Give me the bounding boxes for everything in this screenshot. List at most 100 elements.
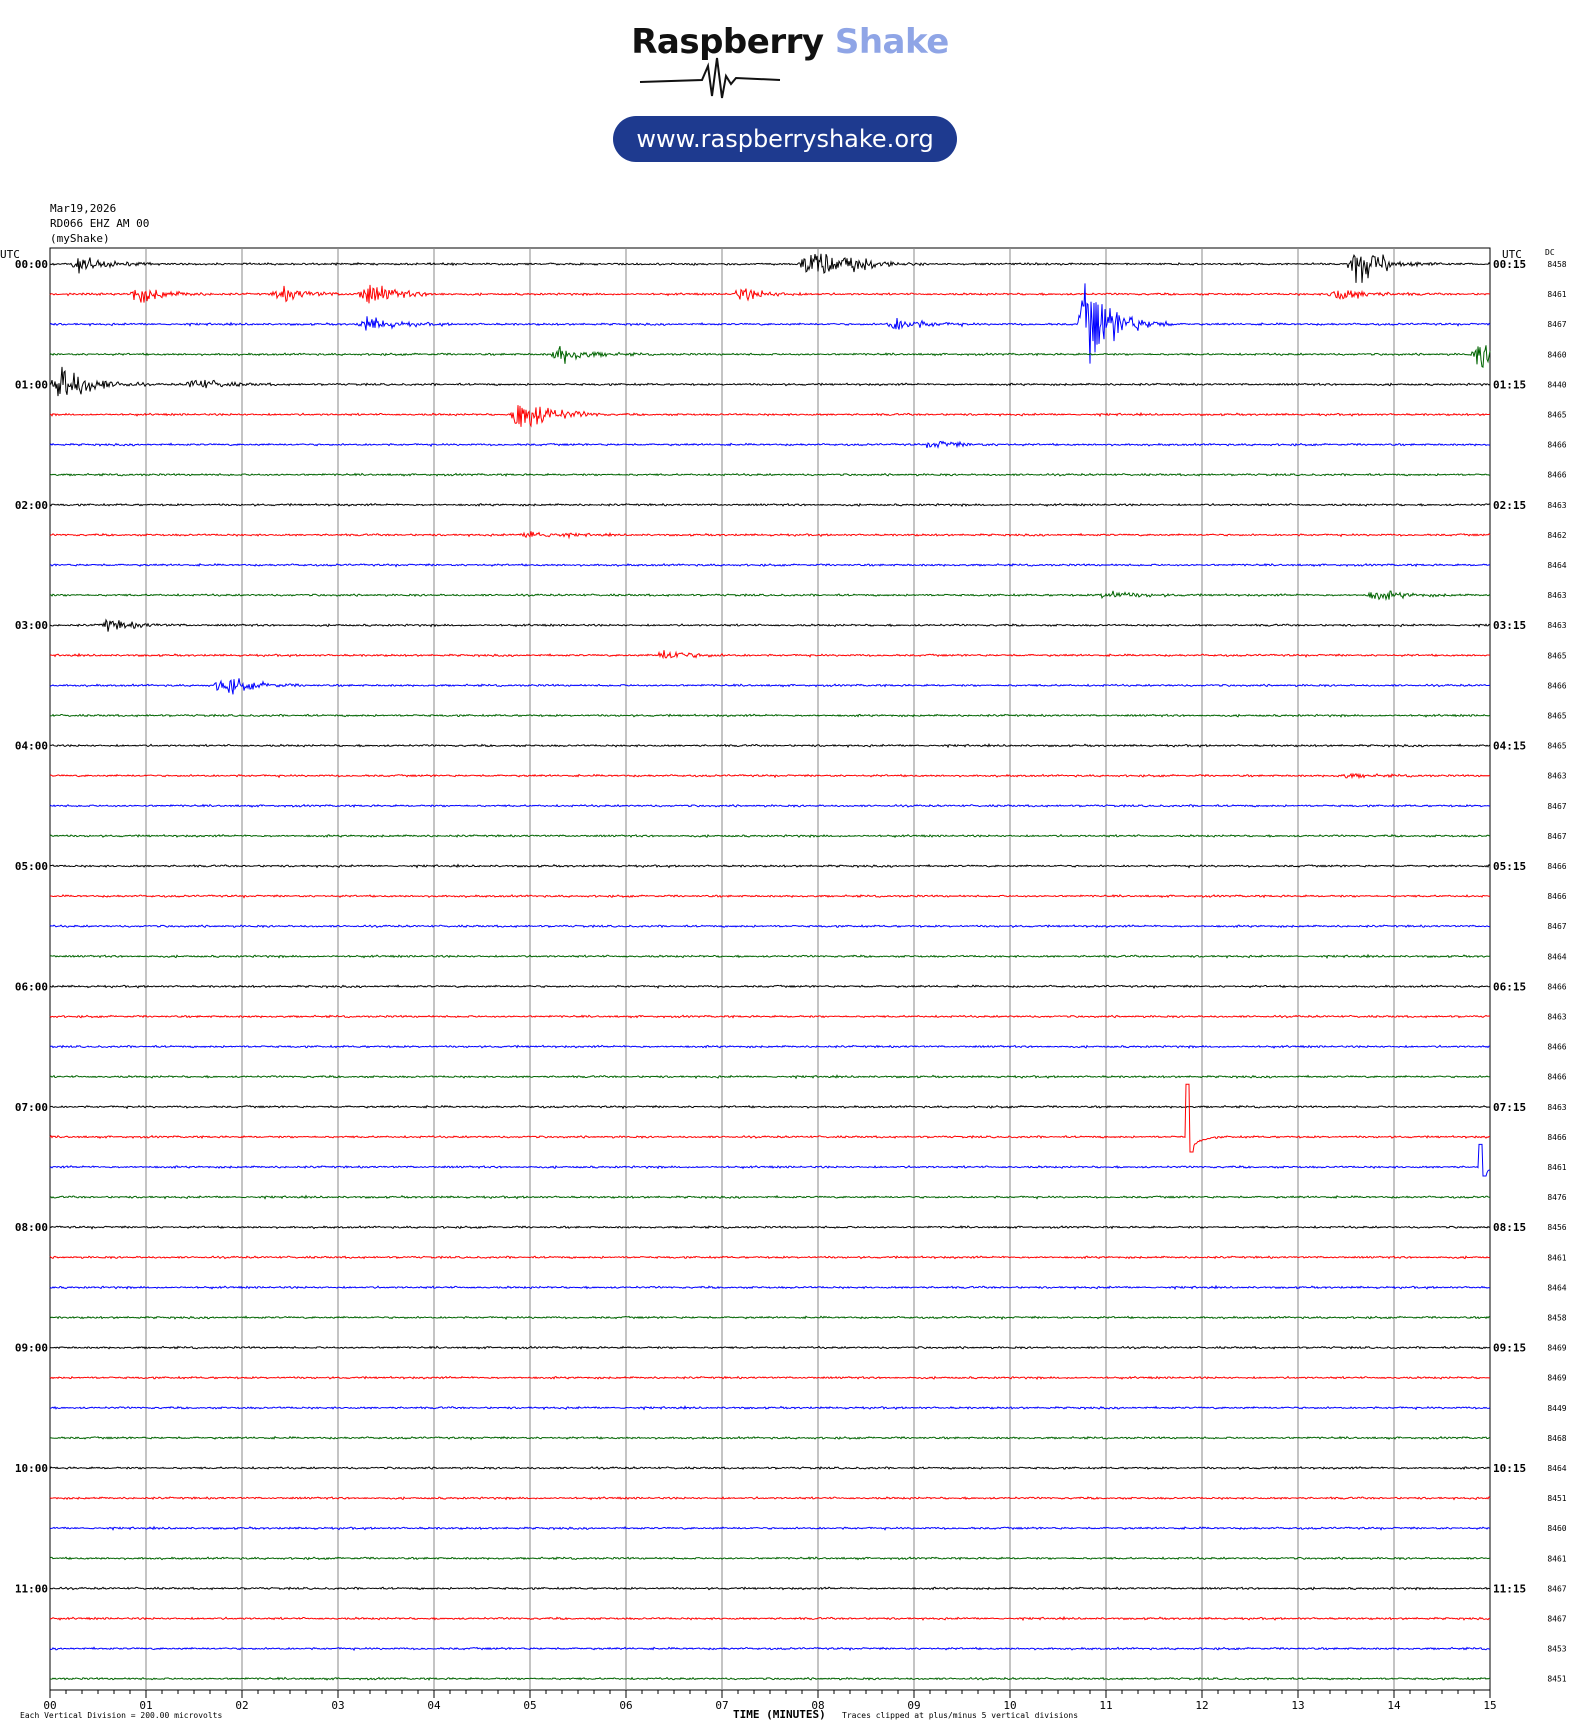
dc-offset-label: 8463 xyxy=(1547,501,1566,510)
hour-label: 07:00 xyxy=(15,1101,48,1114)
x-tick-label: 08 xyxy=(811,1699,824,1712)
brand-word-2: Shake xyxy=(834,22,949,62)
seismic-trace xyxy=(49,562,1491,568)
seismic-trace xyxy=(49,345,1491,368)
x-tick-label: 13 xyxy=(1291,1699,1304,1712)
seismic-trace xyxy=(49,1255,1491,1260)
dc-offset-label: 8461 xyxy=(1547,1554,1566,1563)
hour-label: 00:00 xyxy=(15,258,48,271)
dc-offset-label: 8467 xyxy=(1547,1584,1566,1593)
seismic-trace xyxy=(49,502,1491,508)
dc-offset-label: 8465 xyxy=(1547,712,1566,721)
hour-label-right: 08:15 xyxy=(1493,1221,1526,1234)
dc-offset-label: 8458 xyxy=(1547,1314,1566,1323)
dc-offset-label: 8463 xyxy=(1547,772,1566,781)
dc-offset-label: 8462 xyxy=(1547,531,1566,540)
x-tick-label: 15 xyxy=(1483,1699,1496,1712)
seismic-trace xyxy=(49,803,1491,808)
seismic-trace xyxy=(49,1525,1491,1531)
dc-offset-label: 8466 xyxy=(1547,681,1566,690)
dc-offset-label: 8460 xyxy=(1547,1524,1566,1533)
dc-offset-label: 8456 xyxy=(1547,1223,1566,1232)
x-tick-label: 02 xyxy=(235,1699,248,1712)
seismic-trace xyxy=(49,1284,1490,1291)
seismic-trace xyxy=(49,1375,1491,1380)
hour-label-right: 04:15 xyxy=(1493,740,1526,753)
hour-label-right: 05:15 xyxy=(1493,860,1526,873)
plot-frame xyxy=(49,247,1491,1691)
hour-label: 09:00 xyxy=(15,1342,48,1355)
x-tick-label: 14 xyxy=(1387,1699,1401,1712)
hour-label: 05:00 xyxy=(15,860,48,873)
seismic-trace xyxy=(49,1405,1491,1411)
dc-offset-label: 8461 xyxy=(1547,290,1566,299)
dc-offset-label: 8463 xyxy=(1547,1103,1566,1112)
x-tick-label: 10 xyxy=(1003,1699,1016,1712)
dc-offset-label: 8466 xyxy=(1547,1133,1566,1142)
dc-offset-label: 8464 xyxy=(1547,1283,1566,1292)
hour-label: 03:00 xyxy=(15,619,48,632)
dc-offset-label: 8466 xyxy=(1547,892,1566,901)
seismic-trace xyxy=(49,1225,1491,1230)
seismic-trace xyxy=(49,253,1491,283)
dc-offset-label: 8466 xyxy=(1547,1043,1566,1052)
hour-label-right: 01:15 xyxy=(1493,378,1526,391)
dc-offset-label: 8476 xyxy=(1547,1193,1566,1202)
seismic-trace xyxy=(50,405,1491,428)
x-tick-label: 04 xyxy=(427,1699,441,1712)
seismic-trace xyxy=(49,283,1491,364)
dc-offset-label: 8466 xyxy=(1547,471,1566,480)
raspberry-shake-logo: Raspberry Shake www.raspberryshake.org xyxy=(600,18,980,168)
dc-offset-label: 8467 xyxy=(1547,832,1566,841)
hour-label: 10:00 xyxy=(15,1462,48,1475)
seismic-trace xyxy=(49,284,1491,304)
dc-offset-label: 8464 xyxy=(1547,952,1566,961)
dc-offset-label: 8466 xyxy=(1547,862,1566,871)
seismic-trace xyxy=(49,1676,1491,1681)
seismogram-logo-icon xyxy=(639,57,781,99)
seismic-trace xyxy=(49,894,1491,899)
seismic-trace xyxy=(49,1646,1491,1652)
hour-label-right: 11:15 xyxy=(1493,1582,1526,1595)
brand-word-1: Raspberry xyxy=(631,22,824,62)
seismic-trace xyxy=(49,1143,1491,1177)
x-tick-label: 12 xyxy=(1195,1699,1208,1712)
x-tick-label: 07 xyxy=(715,1699,728,1712)
dc-offset-label: 8463 xyxy=(1547,591,1566,600)
seismic-trace xyxy=(49,1315,1491,1321)
dc-offset-label: 8451 xyxy=(1547,1675,1566,1684)
website-link[interactable]: www.raspberryshake.org xyxy=(613,116,957,162)
dc-offset-label: 8465 xyxy=(1547,651,1566,660)
seismic-trace xyxy=(49,1083,1491,1153)
seismic-trace xyxy=(49,678,1491,695)
dc-offset-label: 8467 xyxy=(1547,802,1566,811)
hour-label-right: 09:15 xyxy=(1493,1342,1526,1355)
seismic-trace xyxy=(49,1586,1491,1591)
hour-label-right: 02:15 xyxy=(1493,499,1526,512)
seismic-trace xyxy=(49,1615,1491,1622)
dc-offset-label: 8461 xyxy=(1547,1163,1566,1172)
dc-offset-label: 8440 xyxy=(1547,380,1566,389)
x-tick-label: 01 xyxy=(139,1699,152,1712)
seismic-trace xyxy=(49,1014,1491,1019)
header-station: RD066 EHZ AM 00 xyxy=(50,217,150,230)
seismic-trace xyxy=(49,618,1491,632)
dc-offset-label: 8467 xyxy=(1547,320,1566,329)
seismic-trace xyxy=(49,1194,1491,1200)
seismic-trace xyxy=(49,863,1491,869)
left-utc-header: UTC xyxy=(0,248,20,261)
seismic-trace xyxy=(49,713,1491,718)
dc-offset-label: 8466 xyxy=(1547,1073,1566,1082)
seismic-trace xyxy=(49,531,1491,540)
hour-label: 11:00 xyxy=(15,1582,48,1595)
seismic-trace xyxy=(49,1345,1491,1350)
seismic-trace xyxy=(49,1104,1491,1110)
dc-offset-label: 8449 xyxy=(1547,1404,1566,1413)
seismic-trace xyxy=(49,440,1491,449)
seismic-trace xyxy=(49,1466,1491,1470)
dc-offset-label: 8461 xyxy=(1547,1253,1566,1262)
dc-offset-label: 8458 xyxy=(1547,260,1566,269)
x-tick-label: 06 xyxy=(619,1699,632,1712)
seismic-trace xyxy=(49,1044,1490,1049)
hour-label-right: 07:15 xyxy=(1493,1101,1526,1114)
